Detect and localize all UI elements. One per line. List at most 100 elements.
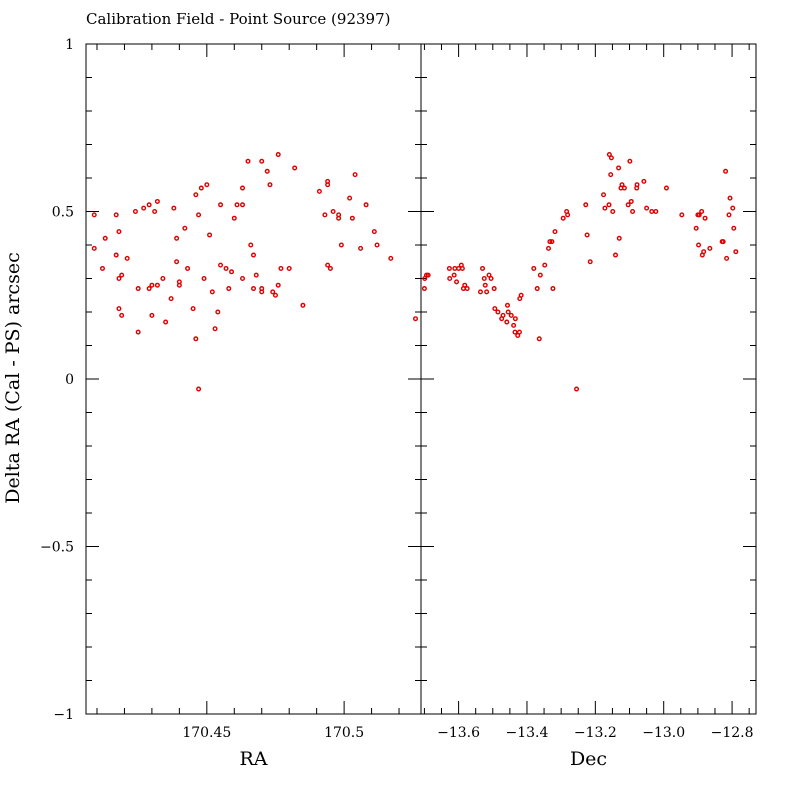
- data-point: [504, 302, 510, 308]
- data-point: [459, 265, 465, 271]
- data-point: [446, 265, 452, 271]
- data-point: [452, 265, 458, 271]
- data-point: [146, 286, 152, 292]
- data-point: [259, 289, 265, 295]
- data-point: [231, 215, 237, 221]
- data-point: [163, 319, 169, 325]
- data-point: [512, 329, 518, 335]
- data-point: [542, 262, 548, 268]
- data-point: [653, 208, 659, 214]
- y-tick-label: −1: [53, 707, 74, 723]
- data-point: [707, 245, 713, 251]
- data-point: [240, 185, 246, 191]
- data-point: [491, 286, 497, 292]
- data-point: [132, 208, 138, 214]
- data-point: [663, 185, 669, 191]
- data-point: [534, 286, 540, 292]
- data-point: [616, 235, 622, 241]
- data-point: [696, 212, 702, 218]
- data-point: [537, 272, 543, 278]
- data-point: [113, 212, 119, 218]
- data-point: [209, 289, 215, 295]
- data-point: [454, 279, 460, 285]
- data-point: [286, 265, 292, 271]
- data-point: [531, 265, 537, 271]
- data-point: [171, 205, 177, 211]
- data-point: [275, 152, 281, 158]
- data-point: [174, 259, 180, 265]
- data-point: [352, 172, 358, 178]
- data-point: [481, 276, 487, 282]
- data-point: [193, 336, 199, 342]
- data-point: [278, 265, 284, 271]
- data-point: [451, 272, 457, 278]
- data-point: [325, 182, 331, 188]
- data-point: [726, 212, 732, 218]
- x-tick-label: 170.45: [182, 725, 231, 741]
- y-tick-label: −0.5: [40, 540, 74, 556]
- data-point: [212, 326, 218, 332]
- data-point: [190, 306, 196, 312]
- data-point: [146, 202, 152, 208]
- data-point: [492, 306, 498, 312]
- data-point: [349, 215, 355, 221]
- data-point: [201, 276, 207, 282]
- data-point: [724, 255, 730, 261]
- data-point: [733, 249, 739, 255]
- data-point: [99, 265, 105, 271]
- data-point: [552, 229, 558, 235]
- data-point: [275, 282, 281, 288]
- data-point: [259, 158, 265, 164]
- data-point: [505, 309, 511, 315]
- data-point: [198, 185, 204, 191]
- data-point: [119, 272, 125, 278]
- y-axis-label: Delta RA (Cal - PS) arcsec: [2, 252, 24, 503]
- y-tick-label: 0: [65, 372, 74, 388]
- panel-2-points: [421, 152, 739, 392]
- data-point: [584, 232, 590, 238]
- data-point: [601, 192, 607, 198]
- data-point: [185, 265, 191, 271]
- data-point: [160, 276, 166, 282]
- data-point: [699, 208, 705, 214]
- data-point: [371, 229, 377, 235]
- data-point: [516, 329, 522, 335]
- data-point: [693, 225, 699, 231]
- data-point: [245, 158, 251, 164]
- panel-2-frame: [420, 43, 757, 715]
- data-point: [550, 286, 556, 292]
- data-point: [606, 202, 612, 208]
- data-point: [610, 208, 616, 214]
- data-point: [176, 282, 182, 288]
- data-point: [248, 242, 254, 248]
- x-tick-label: −13.2: [574, 725, 617, 741]
- data-point: [495, 309, 501, 315]
- data-point: [462, 282, 468, 288]
- y-tick-label: 0.5: [52, 205, 74, 221]
- data-point: [616, 165, 622, 171]
- data-point: [628, 198, 634, 204]
- data-point: [116, 229, 122, 235]
- data-point: [168, 296, 174, 302]
- data-point: [113, 252, 119, 258]
- panel-2: −13.6 −13.4 −13.2 −13.0 −12.8 Dec: [420, 43, 757, 770]
- panel-1-x-axis-label: RA: [239, 748, 267, 770]
- data-point: [649, 208, 655, 214]
- data-point: [240, 202, 246, 208]
- data-point: [488, 276, 494, 282]
- data-point: [272, 292, 278, 298]
- data-point: [696, 242, 702, 248]
- data-point: [720, 239, 726, 245]
- data-point: [215, 309, 221, 315]
- x-tick-label: −13.4: [506, 725, 549, 741]
- data-point: [250, 286, 256, 292]
- x-tick-label: 170.5: [324, 725, 364, 741]
- data-point: [602, 205, 608, 211]
- data-point: [587, 259, 593, 265]
- data-point: [363, 202, 369, 208]
- data-point: [240, 276, 246, 282]
- data-point: [330, 208, 336, 214]
- x-tick-label: −13.6: [437, 725, 480, 741]
- data-point: [322, 212, 328, 218]
